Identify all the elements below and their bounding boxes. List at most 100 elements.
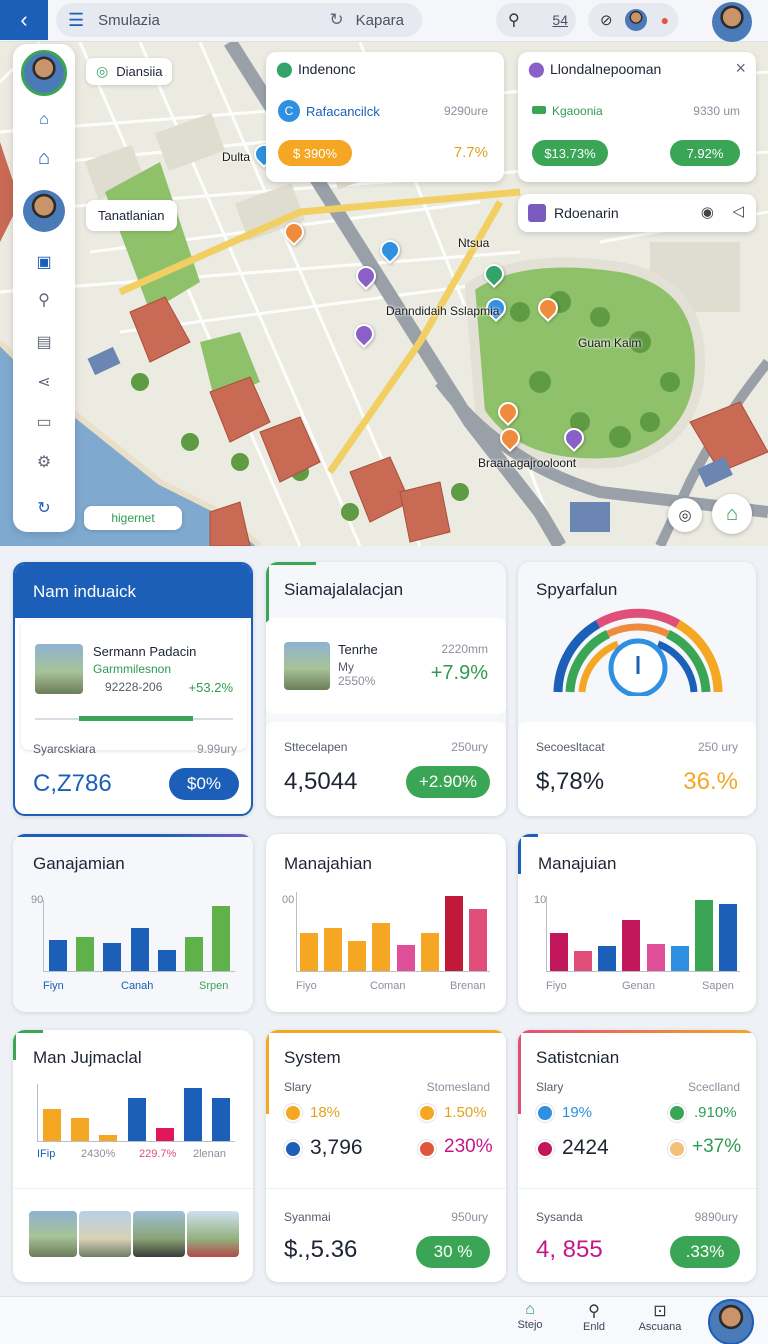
card-badge-left: $13.73% bbox=[532, 140, 608, 166]
map-info-card-3[interactable]: Rdoenarin ◉ ◁ bbox=[518, 194, 756, 232]
x-label: Srpen bbox=[199, 980, 229, 992]
profile-card[interactable]: Tenrhe My 2550% 2220mm +7.9% bbox=[266, 618, 506, 714]
home-icon[interactable]: ⌂ bbox=[37, 146, 51, 169]
title-bar[interactable]: ☰ Smulazia ↻ Kapara bbox=[56, 3, 422, 37]
panel-title: Manajuian bbox=[538, 854, 617, 873]
nav-profile-avatar[interactable] bbox=[708, 1299, 754, 1344]
profile-panel-1[interactable]: Nam induaick Sermann Padacin Garmmilesno… bbox=[13, 562, 253, 816]
profile-card[interactable]: Sermann Padacin Garmmilesnon 92228-206 +… bbox=[21, 620, 247, 750]
panel-title: Man Jujmaclal bbox=[33, 1048, 142, 1067]
chart-bar bbox=[183, 1088, 202, 1141]
metric-unit: 950ury bbox=[451, 1210, 488, 1224]
nav-item-account[interactable]: ⊡ Ascuana bbox=[630, 1301, 690, 1333]
chart-bar bbox=[155, 1128, 174, 1141]
gallery-photo[interactable] bbox=[29, 1211, 77, 1257]
map-tag-label[interactable]: Tanatlanian bbox=[86, 200, 177, 231]
back-button[interactable]: ‹ bbox=[0, 0, 48, 40]
sidebar-contact-avatar[interactable] bbox=[23, 190, 65, 232]
metric-card[interactable] bbox=[266, 1188, 506, 1282]
location-label[interactable]: Kapara bbox=[355, 11, 404, 29]
metric-card[interactable] bbox=[518, 1188, 756, 1282]
person-name: Sermann Padacin bbox=[93, 644, 197, 659]
card-row-value: 9290ure bbox=[443, 104, 488, 118]
column-label: Stomesland bbox=[426, 1080, 490, 1094]
chart-bar bbox=[670, 946, 689, 971]
search-icon[interactable]: ⚲ bbox=[38, 292, 50, 309]
navigate-button[interactable]: ⌂ bbox=[712, 494, 752, 534]
nav-item-chat[interactable]: ⌂ Stejo bbox=[500, 1301, 560, 1331]
gauge-arc-right-inner bbox=[665, 629, 711, 693]
folder-icon[interactable]: ▭ bbox=[36, 414, 52, 431]
profile-avatar[interactable] bbox=[712, 2, 752, 42]
gallery-photo[interactable] bbox=[79, 1211, 131, 1257]
gear-icon[interactable]: ⚙ bbox=[36, 454, 52, 471]
status-dot bbox=[284, 1140, 302, 1158]
bar-chart-panel-2[interactable]: Manajahian 00 Fiyo Coman Brenan bbox=[266, 834, 506, 1012]
statistics-panel[interactable]: Satistcnian Slary Sceclland 19% .910% 24… bbox=[518, 1030, 756, 1282]
refresh-icon[interactable]: ↻ bbox=[329, 10, 344, 29]
place-label: Danndidaih Sslapmia bbox=[386, 304, 500, 318]
metric-badge: +2.90% bbox=[406, 766, 490, 798]
status-dot bbox=[668, 1140, 686, 1158]
metric-card[interactable] bbox=[518, 722, 756, 816]
yellow-road bbox=[118, 188, 521, 296]
bar-chart-panel-1[interactable]: Ganajamian 90 Fiyn Canah Srpen bbox=[13, 834, 253, 1012]
pin-icon: ⬤ bbox=[276, 61, 293, 78]
locate-button[interactable]: ◎ bbox=[668, 498, 702, 532]
metric-label: Sysanda bbox=[536, 1210, 583, 1224]
chart-bar bbox=[420, 933, 439, 971]
calendar-icon[interactable]: ▣ bbox=[36, 254, 52, 271]
close-icon[interactable]: × bbox=[735, 58, 746, 78]
map-info-card-2[interactable]: ⬤ Llondalnepooman × Kgaoonia 9330 um $13… bbox=[518, 52, 756, 182]
building-icon[interactable]: ▤ bbox=[36, 334, 52, 351]
share-icon[interactable]: ⋖ bbox=[37, 374, 51, 391]
system-panel[interactable]: System Slary Stomesland 18% 1.50% 3,796 … bbox=[266, 1030, 506, 1282]
map-info-card-1[interactable]: ⬤ Indenonc C Rafacancilck 9290ure $ 390%… bbox=[266, 52, 504, 182]
sound-icon[interactable]: ◁ bbox=[732, 203, 744, 220]
metric-badge: .33% bbox=[670, 1236, 740, 1268]
map-view[interactable]: ◎ Diansiia Tanatlanian Dulta Ntsua Dannd… bbox=[0, 42, 768, 546]
profile-photo bbox=[284, 642, 330, 690]
nav-item-search[interactable]: ⚲ Enld bbox=[564, 1301, 624, 1333]
accent-line bbox=[266, 1030, 269, 1114]
gauge-panel[interactable]: Spyarfalun Secoesltacat 250 ury $,78% 36… bbox=[518, 562, 756, 816]
profile-photo bbox=[35, 644, 83, 694]
column-label: Sceclland bbox=[687, 1080, 740, 1094]
user-location-label[interactable]: ◎ Diansiia bbox=[86, 58, 173, 85]
sidebar-avatar[interactable] bbox=[21, 50, 67, 96]
x-label: IFip bbox=[37, 1148, 56, 1160]
chart-bar bbox=[185, 937, 204, 971]
search-icon[interactable]: ⚲ bbox=[508, 12, 520, 29]
x-label: Brenan bbox=[450, 980, 486, 992]
badge-icon[interactable]: ● bbox=[660, 12, 670, 28]
gauge-arc-right bbox=[675, 620, 723, 693]
metric-value: $,78% bbox=[536, 768, 605, 795]
chart-plot bbox=[296, 892, 490, 972]
accent-line bbox=[13, 1030, 16, 1060]
stat-value: 18% bbox=[310, 1104, 341, 1121]
x-label: Canah bbox=[121, 980, 154, 992]
gauge-arc-right-blue bbox=[656, 640, 698, 693]
home-outline-icon[interactable]: ⌂ bbox=[39, 111, 49, 128]
refresh-icon[interactable]: ↻ bbox=[37, 500, 51, 517]
left-sidebar: ⌂ ⌂ ▣ ⚲ ▤ ⋖ ▭ ⚙ ↻ bbox=[13, 44, 75, 532]
profile-panel-2[interactable]: Siamajalalacjan Tenrhe My 2550% 2220mm +… bbox=[266, 562, 506, 816]
map-action-button[interactable]: higernet bbox=[84, 506, 182, 530]
camera-icon[interactable]: ◉ bbox=[700, 204, 714, 221]
stat-value: 1.50% bbox=[444, 1104, 487, 1121]
chart-bar bbox=[300, 933, 319, 971]
user-avatar-small[interactable] bbox=[624, 9, 647, 31]
search-pill[interactable]: ⚲ 54 bbox=[496, 3, 576, 37]
gallery-photo[interactable] bbox=[133, 1211, 185, 1257]
notification-icon[interactable]: ⊘ bbox=[600, 12, 613, 29]
status-pill[interactable]: ⊘ ● bbox=[588, 3, 678, 37]
card-badge-right: 7.92% bbox=[670, 140, 740, 166]
menu-icon[interactable]: ☰ bbox=[68, 9, 85, 30]
x-label: Sapen bbox=[702, 980, 734, 992]
chart-plot bbox=[37, 1084, 235, 1142]
gallery-photo[interactable] bbox=[187, 1211, 239, 1257]
main-road bbox=[224, 42, 567, 546]
bar-chart-panel-3[interactable]: Manajuian 10 Fiyo Genan Sapen bbox=[518, 834, 756, 1012]
x-label: Fiyn bbox=[43, 980, 64, 992]
bar-chart-panel-4[interactable]: Man Jujmaclal IFip 2430% 229.7% 2lenan bbox=[13, 1030, 253, 1282]
